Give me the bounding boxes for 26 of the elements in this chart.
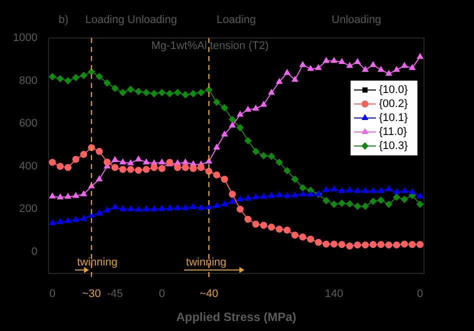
legend-label: {10.0}: [379, 84, 408, 96]
x-tick-label: 140: [324, 288, 344, 300]
x-tick-label: ~40: [200, 288, 218, 300]
text: Loading Unloading: [85, 14, 177, 26]
legend-label: {11.0}: [379, 126, 408, 138]
y-tick-label: 800: [19, 74, 38, 87]
y-tick-label: 200: [19, 203, 38, 216]
annotation: twinning: [186, 256, 226, 268]
legend-label: {10.3}: [379, 140, 408, 152]
y-tick-label: 400: [19, 160, 38, 172]
annotation: twinning: [77, 256, 118, 268]
annotation: Mg-1wt%Al tension (T2): [151, 40, 269, 52]
legend-label: {00.2}: [379, 98, 408, 110]
x-tick-label: 0: [158, 288, 165, 300]
text: Unloading: [332, 14, 382, 26]
x-tick-label: 0: [49, 288, 56, 300]
y-tick-label: 1000: [12, 32, 38, 44]
y-tick-label: 600: [19, 118, 38, 130]
legend-label: {10.1}: [379, 112, 408, 124]
x-tick-label: 0: [417, 288, 424, 300]
y-tick-label: 0: [31, 246, 38, 258]
x-tick-label: ~30: [82, 288, 101, 300]
text: Loading: [216, 14, 256, 26]
x-tick-label: -45: [107, 288, 123, 300]
text: b): [58, 14, 68, 26]
x-axis-title: Applied Stress (MPa): [176, 310, 296, 324]
